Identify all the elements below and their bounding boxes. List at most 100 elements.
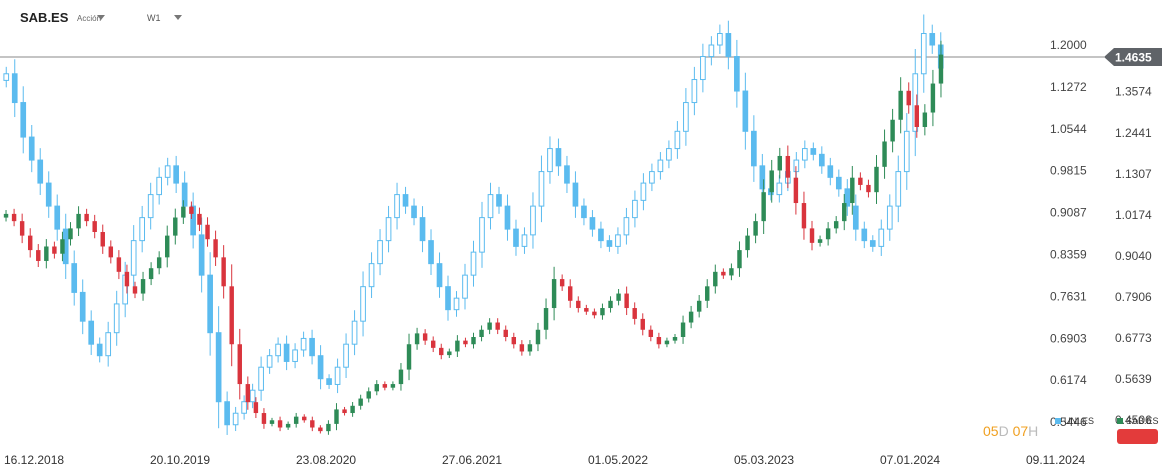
candle-body xyxy=(428,240,434,265)
date-tick: 01.05.2022 xyxy=(588,453,648,467)
date-tick: 05.03.2023 xyxy=(734,453,794,467)
uni-candle xyxy=(173,155,179,194)
left-axis-tick: 1.2000 xyxy=(1050,38,1087,52)
uni-candle xyxy=(368,252,375,299)
sab-candle xyxy=(745,228,750,258)
uni-candle xyxy=(776,175,783,203)
legend-label-sab: SAB.ES xyxy=(1126,416,1159,426)
candle-body xyxy=(649,171,655,184)
date-tick: 23.08.2020 xyxy=(296,453,356,467)
current-price-value: 1.4635 xyxy=(1115,51,1152,65)
candle-body xyxy=(581,205,587,219)
candle-body xyxy=(759,165,766,190)
candle-body xyxy=(88,320,95,345)
candle-body xyxy=(84,213,89,222)
candle-body xyxy=(503,329,508,337)
uni-candle xyxy=(903,112,910,190)
candle-body xyxy=(869,240,876,247)
candle-body xyxy=(882,141,887,167)
sab-candle xyxy=(422,329,428,345)
candle-body xyxy=(861,228,868,242)
sab-candle xyxy=(688,305,694,329)
uni-candle xyxy=(470,240,477,287)
sab-candle xyxy=(3,210,9,222)
candle-body xyxy=(589,217,596,230)
sab-candle xyxy=(503,325,508,342)
sab-candle xyxy=(753,213,758,244)
candle-body xyxy=(351,320,358,345)
sab-candle xyxy=(696,295,702,318)
symbol-selector[interactable]: SAB.ES xyxy=(20,10,69,25)
left-axis-tick: 0.7631 xyxy=(1050,289,1087,303)
sab-candle xyxy=(181,200,186,224)
uni-candle xyxy=(11,59,18,118)
candle-body xyxy=(801,203,807,229)
candle-body xyxy=(3,73,10,81)
sab-candle xyxy=(84,208,89,227)
candle-body xyxy=(825,228,831,240)
sab-candle xyxy=(882,129,887,179)
sab-candle xyxy=(36,244,41,268)
uni-candle xyxy=(530,192,536,249)
candle-body xyxy=(422,333,428,341)
candle-body xyxy=(535,329,541,345)
sab-candle xyxy=(938,40,944,98)
candle-body xyxy=(700,56,706,81)
candle-body xyxy=(737,250,742,269)
uni-candle xyxy=(139,205,146,253)
uni-candle xyxy=(419,206,426,253)
candle-body xyxy=(463,340,468,345)
candle-body xyxy=(100,232,105,247)
candle-body xyxy=(504,205,511,230)
symbol-dropdown-icon[interactable] xyxy=(97,15,105,20)
uni-candle xyxy=(751,115,757,182)
uni-candle xyxy=(708,36,715,66)
sab-candle xyxy=(664,337,670,348)
uni-candle xyxy=(309,329,315,365)
date-tick: 27.06.2021 xyxy=(442,453,502,467)
countdown-days-unit: D xyxy=(998,423,1009,439)
candle-body xyxy=(850,177,855,204)
candle-body xyxy=(680,322,686,337)
candle-body xyxy=(116,257,122,272)
sab-candle xyxy=(850,165,855,215)
candle-body xyxy=(300,337,307,351)
candle-body xyxy=(385,217,392,242)
uni-candle xyxy=(861,221,868,249)
sab-candle xyxy=(817,235,823,247)
sab-candle xyxy=(229,264,234,367)
candle-body xyxy=(19,221,25,236)
candle-body xyxy=(568,286,573,301)
candle-body xyxy=(124,271,130,287)
sab-candle xyxy=(640,313,645,336)
sab-candle xyxy=(551,266,557,321)
candle-body xyxy=(156,257,162,269)
sab-candle xyxy=(568,279,573,308)
sab-candle xyxy=(430,336,436,353)
candle-body xyxy=(310,420,315,428)
candle-body xyxy=(253,402,259,414)
sab-candle xyxy=(124,264,130,294)
candle-body xyxy=(224,401,230,426)
candle-body xyxy=(866,184,871,193)
candle-body xyxy=(360,286,366,322)
candle-body xyxy=(874,166,879,193)
timeframe-dropdown-icon[interactable] xyxy=(174,15,182,20)
uni-candle xyxy=(615,227,621,254)
candle-body xyxy=(721,271,726,276)
sab-candle xyxy=(479,325,484,342)
candle-body xyxy=(598,228,604,242)
uni-candle xyxy=(581,198,587,226)
uni-candle xyxy=(852,194,859,241)
candle-body xyxy=(317,355,324,380)
uni-candle xyxy=(487,182,494,230)
candle-body xyxy=(113,303,120,334)
sab-candle xyxy=(261,408,267,429)
timeframe-selector[interactable]: W1 xyxy=(147,13,161,23)
sab-candle xyxy=(471,332,476,349)
left-price-axis: 1.2000 1.1272 1.0544 0.9815 0.9087 0.8359 0.76… xyxy=(1050,38,1087,429)
uni-candle xyxy=(632,190,638,228)
candle-body xyxy=(445,286,451,311)
candle-body xyxy=(68,228,73,240)
